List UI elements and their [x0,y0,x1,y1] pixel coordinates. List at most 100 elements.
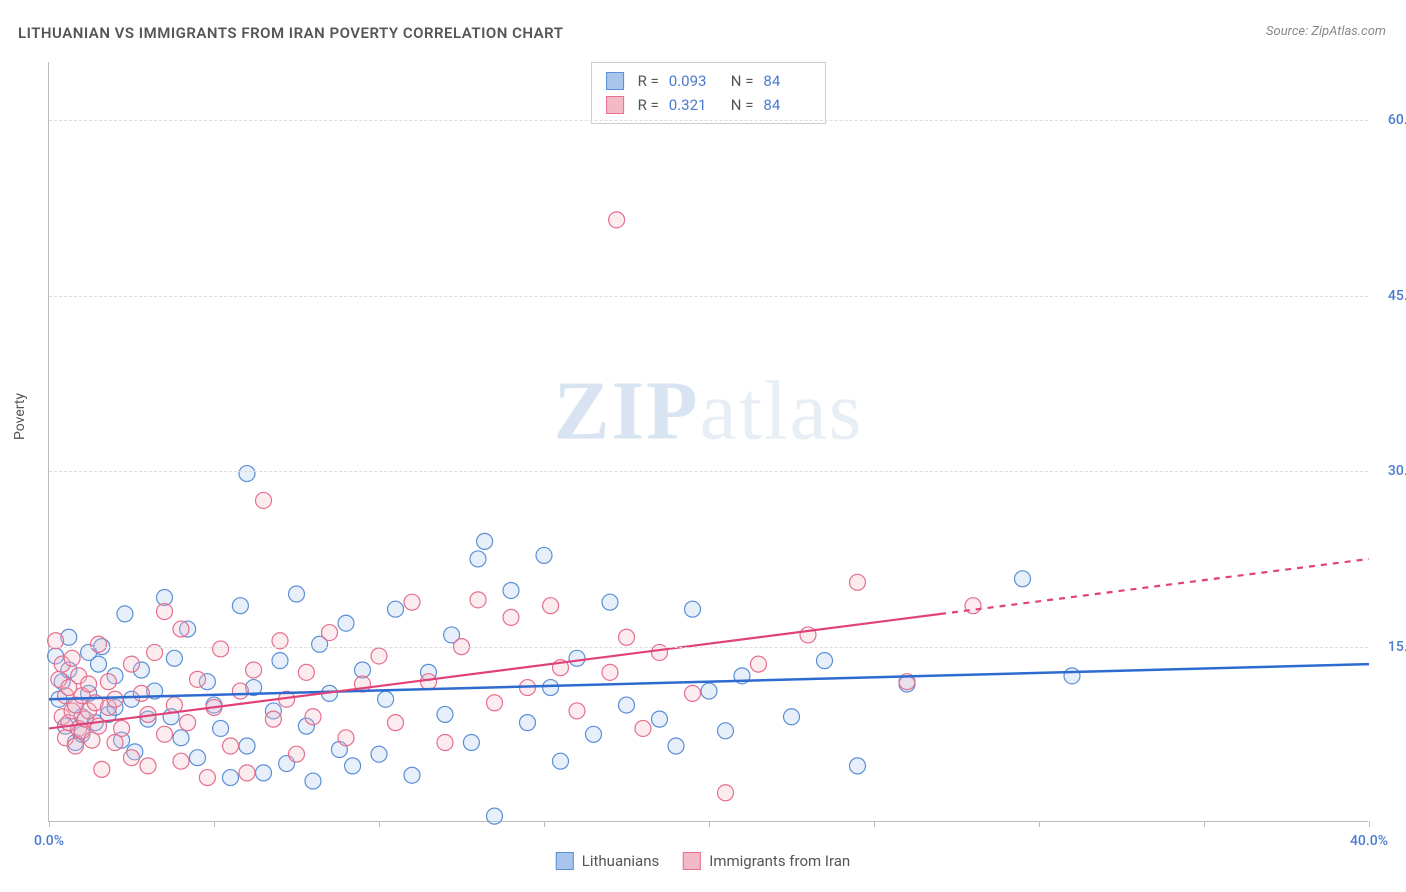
data-point [199,770,215,786]
data-point [1015,571,1031,587]
y-tick-label: 30.0% [1388,463,1406,479]
data-point [718,785,734,801]
data-point [503,582,519,598]
r-value-0: 0.093 [669,69,717,93]
data-point [388,715,404,731]
y-tick-label: 15.0% [1388,639,1406,655]
data-point [239,466,255,482]
data-point [784,709,800,725]
data-point [91,636,107,652]
stats-row-series-0: R = 0.093 N = 84 [606,69,812,93]
data-point [239,738,255,754]
legend-label-1: Immigrants from Iran [709,852,850,870]
y-axis-label: Poverty [12,393,28,440]
data-point [520,715,536,731]
data-point [256,765,272,781]
data-point [166,650,182,666]
legend-item-0: Lithuanians [556,852,659,870]
data-point [404,767,420,783]
data-point [107,691,123,707]
data-point [609,212,625,228]
plot-area: ZIPatlas R = 0.093 N = 84 R = 0.321 N = … [48,62,1368,822]
data-point [232,683,248,699]
data-point [173,621,189,637]
data-point [223,738,239,754]
stats-row-series-1: R = 0.321 N = 84 [606,93,812,117]
data-point [124,750,140,766]
data-point [1064,668,1080,684]
data-point [289,586,305,602]
data-point [421,674,437,690]
data-point [338,615,354,631]
data-point [503,609,519,625]
data-point [404,594,420,610]
legend-swatch-1 [683,852,701,870]
data-point [543,680,559,696]
data-point [850,758,866,774]
data-point [602,664,618,680]
data-point [371,746,387,762]
data-point [652,711,668,727]
r-label-1: R = [638,93,659,117]
data-point [470,551,486,567]
data-point [223,770,239,786]
data-point [685,685,701,701]
n-value-1: 84 [763,93,811,117]
data-point [100,674,116,690]
data-point [81,676,97,692]
data-point [91,656,107,672]
legend-label-0: Lithuanians [582,852,659,870]
swatch-series-1 [606,96,624,114]
data-point [117,606,133,622]
data-point [487,808,503,824]
swatch-series-0 [606,72,624,90]
data-point [619,629,635,645]
scatter-svg [49,62,1368,821]
data-point [298,664,314,680]
n-value-0: 84 [763,69,811,93]
data-point [213,641,229,657]
data-point [305,773,321,789]
data-point [586,726,602,742]
legend-swatch-0 [556,852,574,870]
data-point [602,594,618,610]
data-point [190,750,206,766]
data-point [67,738,83,754]
data-point [265,711,281,727]
data-point [378,691,394,707]
bottom-legend: Lithuanians Immigrants from Iran [556,852,850,870]
data-point [124,656,140,672]
data-point [437,706,453,722]
data-point [140,758,156,774]
y-tick-label: 45.0% [1388,288,1406,304]
data-point [477,533,493,549]
data-point [114,720,130,736]
legend-item-1: Immigrants from Iran [683,852,850,870]
data-point [388,601,404,617]
data-point [536,547,552,563]
data-point [685,601,701,617]
data-point [619,697,635,713]
data-point [64,650,80,666]
n-label-1: N = [731,93,754,117]
data-point [94,761,110,777]
chart-title: LITHUANIAN VS IMMIGRANTS FROM IRAN POVER… [18,24,563,42]
x-tick-label: 0.0% [34,833,64,849]
data-point [635,720,651,736]
data-point [180,715,196,731]
n-label-0: N = [731,69,754,93]
trend-line-extrapolated [940,559,1369,614]
data-point [751,656,767,672]
source-attribution: Source: ZipAtlas.com [1266,24,1386,39]
data-point [718,723,734,739]
data-point [371,648,387,664]
data-point [850,574,866,590]
data-point [338,730,354,746]
r-label-0: R = [638,69,659,93]
data-point [272,653,288,669]
data-point [232,598,248,614]
data-point [470,592,486,608]
data-point [543,598,559,614]
data-point [553,753,569,769]
data-point [345,758,361,774]
